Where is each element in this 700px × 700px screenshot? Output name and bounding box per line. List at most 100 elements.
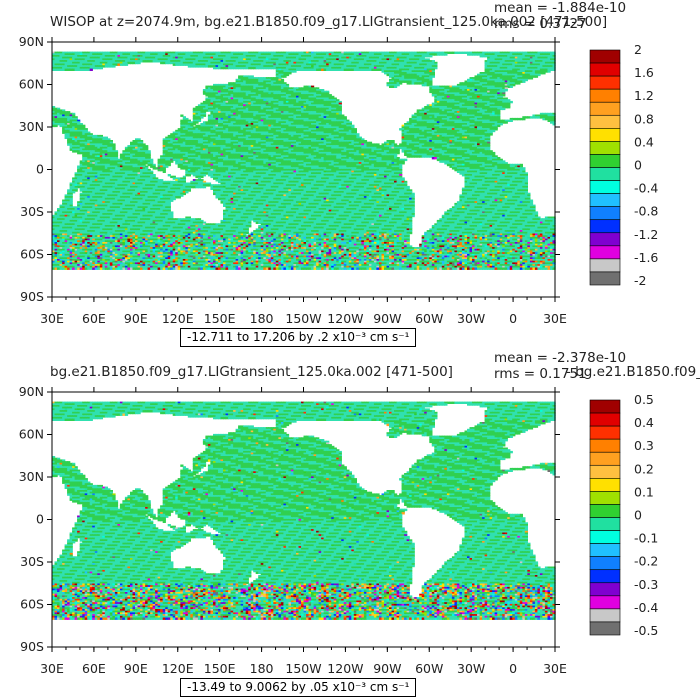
colorbar-label: -0.5 [634, 623, 658, 638]
x-tick-label: 30E [543, 661, 567, 676]
panel-1-plot: 30E 60E 90E 120E 150E 180 150W 120W 90W 60W 30W 0 30… [0, 0, 700, 330]
x-tick-label: 0 [509, 311, 517, 326]
colorbar-swatch [590, 557, 620, 570]
x-tick-label: 120W [327, 311, 363, 326]
x-tick-label: 90W [373, 311, 401, 326]
colorbar-swatch [590, 596, 620, 609]
y-tick-label: 60N [19, 427, 44, 442]
colorbar: 0.50.40.30.20.10-0.1-0.2-0.3-0.4-0.5 [590, 392, 658, 638]
colorbar-label: -1.6 [634, 250, 658, 265]
colorbar-swatch [590, 570, 620, 583]
colorbar-swatch [590, 531, 620, 544]
x-tick-label: 30E [40, 311, 64, 326]
colorbar-swatch [590, 622, 620, 635]
colorbar-swatch [590, 246, 620, 259]
colorbar-swatch [590, 609, 620, 622]
y-tick-label: 90S [20, 639, 44, 654]
y-tick-label: 30N [19, 469, 44, 484]
y-tick-label: 0 [36, 512, 44, 527]
colorbar-label: 0 [634, 158, 642, 173]
colorbar-swatch [590, 233, 620, 246]
x-tick-label: 30E [40, 661, 64, 676]
colorbar-swatch [590, 102, 620, 115]
colorbar-swatch [590, 194, 620, 207]
y-tick-label: 90N [19, 34, 44, 49]
x-tick-label: 60E [82, 311, 106, 326]
colorbar-swatch [590, 478, 620, 491]
x-tick-label: 90E [124, 311, 148, 326]
colorbar-label: -0.8 [634, 204, 658, 219]
y-tick-label: 90N [19, 384, 44, 399]
colorbar-swatch [590, 63, 620, 76]
colorbar-swatch [590, 465, 620, 478]
y-tick-label: 0 [36, 162, 44, 177]
colorbar-swatch [590, 154, 620, 167]
colorbar-label: 0.3 [634, 438, 654, 453]
y-tick-label: 30S [20, 204, 44, 219]
colorbar-label: 0.1 [634, 484, 654, 499]
x-tick-label: 0 [509, 661, 517, 676]
colorbar-swatch [590, 583, 620, 596]
colorbar-label: -0.1 [634, 531, 658, 546]
y-tick-label: 60N [19, 77, 44, 92]
x-tick-label: 30E [543, 311, 567, 326]
x-tick-label: 90W [373, 661, 401, 676]
x-tick-label: 180 [250, 661, 274, 676]
panel-1-range-box: -12.711 to 17.206 by .2 x10⁻³ cm s⁻¹ [180, 328, 416, 347]
y-tick-label: 30S [20, 554, 44, 569]
x-tick-label: 60W [415, 661, 443, 676]
colorbar-swatch [590, 76, 620, 89]
colorbar-label: 0.4 [634, 415, 654, 430]
colorbar-swatch [590, 400, 620, 413]
colorbar-label: 1.6 [634, 65, 654, 80]
x-tick-label: 30W [457, 661, 485, 676]
colorbar-label: 0.5 [634, 392, 654, 407]
colorbar-swatch [590, 50, 620, 63]
colorbar-swatch [590, 272, 620, 285]
colorbar-label: -0.2 [634, 554, 658, 569]
y-tick-label: 30N [19, 119, 44, 134]
x-tick-label: 90E [124, 661, 148, 676]
x-tick-label: 120E [162, 311, 194, 326]
colorbar-swatch [590, 518, 620, 531]
colorbar-swatch [590, 89, 620, 102]
y-tick-label: 60S [20, 597, 44, 612]
x-tick-label: 150E [204, 661, 236, 676]
colorbar-swatch [590, 181, 620, 194]
x-tick-label: 120E [162, 661, 194, 676]
colorbar-label: -2 [634, 273, 646, 288]
x-tick-label: 150E [204, 311, 236, 326]
y-tick-label: 60S [20, 247, 44, 262]
x-tick-label: 150W [285, 311, 321, 326]
colorbar-swatch [590, 504, 620, 517]
colorbar: 21.61.20.80.40-0.4-0.8-1.2-1.6-2 [590, 42, 658, 288]
colorbar-label: -1.2 [634, 227, 658, 242]
colorbar-label: 1.2 [634, 88, 654, 103]
y-tick-label: 90S [20, 289, 44, 304]
colorbar-swatch [590, 544, 620, 557]
colorbar-swatch [590, 207, 620, 220]
x-tick-label: 120W [327, 661, 363, 676]
colorbar-swatch [590, 115, 620, 128]
colorbar-swatch [590, 259, 620, 272]
x-tick-label: 60W [415, 311, 443, 326]
colorbar-swatch [590, 220, 620, 233]
colorbar-label: -0.4 [634, 181, 658, 196]
colorbar-label: 0 [634, 508, 642, 523]
colorbar-label: 0.8 [634, 111, 654, 126]
colorbar-swatch [590, 128, 620, 141]
x-tick-label: 150W [285, 661, 321, 676]
panel-2-plot: 30E 60E 90E 120E 150E 180 150W 120W 90W 60W 30W 0 30… [0, 350, 700, 680]
panel-2-range-box: -13.49 to 9.0062 by .05 x10⁻³ cm s⁻¹ [180, 678, 416, 697]
x-tick-label: 60E [82, 661, 106, 676]
colorbar-swatch [590, 141, 620, 154]
colorbar-label: -0.3 [634, 577, 658, 592]
colorbar-label: -0.4 [634, 600, 658, 615]
colorbar-swatch [590, 491, 620, 504]
x-tick-label: 180 [250, 311, 274, 326]
colorbar-swatch [590, 439, 620, 452]
x-tick-label: 30W [457, 311, 485, 326]
colorbar-swatch [590, 426, 620, 439]
colorbar-label: 0.4 [634, 134, 654, 149]
colorbar-swatch [590, 168, 620, 181]
